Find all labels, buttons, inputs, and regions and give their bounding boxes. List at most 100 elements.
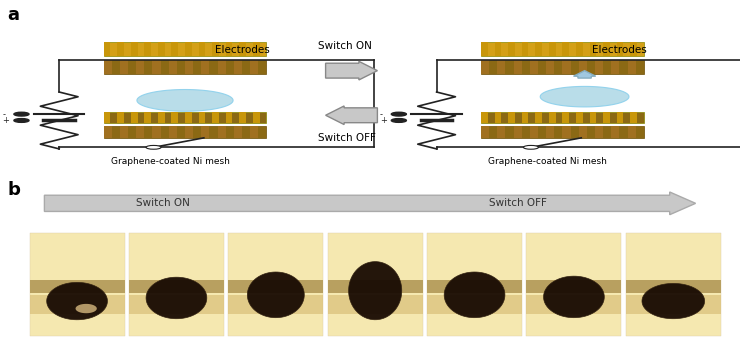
FancyBboxPatch shape — [158, 112, 165, 123]
FancyBboxPatch shape — [120, 126, 128, 138]
FancyBboxPatch shape — [229, 233, 323, 336]
Circle shape — [14, 112, 29, 116]
FancyBboxPatch shape — [562, 112, 569, 123]
FancyBboxPatch shape — [229, 280, 323, 293]
FancyBboxPatch shape — [104, 42, 266, 56]
FancyBboxPatch shape — [131, 112, 138, 123]
FancyBboxPatch shape — [630, 112, 637, 123]
FancyArrow shape — [44, 192, 696, 215]
Polygon shape — [247, 272, 304, 318]
FancyBboxPatch shape — [535, 42, 542, 56]
FancyBboxPatch shape — [185, 126, 193, 138]
FancyBboxPatch shape — [234, 60, 242, 74]
FancyBboxPatch shape — [497, 60, 505, 74]
FancyBboxPatch shape — [576, 42, 583, 56]
FancyBboxPatch shape — [546, 126, 554, 138]
FancyBboxPatch shape — [579, 60, 587, 74]
FancyBboxPatch shape — [30, 295, 124, 314]
FancyBboxPatch shape — [30, 280, 124, 293]
FancyBboxPatch shape — [590, 42, 596, 56]
FancyBboxPatch shape — [152, 60, 161, 74]
FancyBboxPatch shape — [120, 60, 128, 74]
Circle shape — [146, 145, 161, 149]
Text: Switch ON: Switch ON — [318, 42, 372, 51]
FancyBboxPatch shape — [158, 42, 165, 56]
FancyBboxPatch shape — [129, 280, 224, 293]
Polygon shape — [444, 272, 505, 318]
FancyBboxPatch shape — [530, 126, 538, 138]
FancyBboxPatch shape — [328, 295, 423, 314]
FancyBboxPatch shape — [526, 280, 622, 293]
FancyBboxPatch shape — [427, 233, 522, 336]
FancyBboxPatch shape — [530, 60, 538, 74]
FancyBboxPatch shape — [508, 112, 515, 123]
FancyBboxPatch shape — [226, 112, 232, 123]
FancyBboxPatch shape — [129, 233, 224, 336]
Text: +: + — [3, 116, 10, 125]
FancyBboxPatch shape — [212, 112, 219, 123]
FancyBboxPatch shape — [497, 126, 505, 138]
FancyBboxPatch shape — [104, 112, 110, 123]
FancyBboxPatch shape — [104, 126, 266, 138]
Polygon shape — [544, 276, 605, 318]
FancyBboxPatch shape — [626, 295, 721, 314]
FancyBboxPatch shape — [131, 42, 138, 56]
FancyBboxPatch shape — [628, 126, 636, 138]
FancyBboxPatch shape — [603, 112, 610, 123]
FancyBboxPatch shape — [549, 112, 556, 123]
FancyBboxPatch shape — [250, 126, 258, 138]
FancyBboxPatch shape — [30, 233, 124, 336]
FancyBboxPatch shape — [328, 233, 423, 336]
Polygon shape — [47, 282, 107, 320]
FancyBboxPatch shape — [616, 42, 624, 56]
FancyBboxPatch shape — [229, 295, 323, 314]
FancyBboxPatch shape — [626, 233, 721, 336]
FancyBboxPatch shape — [212, 42, 219, 56]
FancyBboxPatch shape — [185, 42, 192, 56]
FancyBboxPatch shape — [328, 280, 423, 293]
Text: Switch OFF: Switch OFF — [489, 198, 547, 208]
FancyBboxPatch shape — [117, 42, 124, 56]
FancyBboxPatch shape — [201, 126, 209, 138]
FancyBboxPatch shape — [104, 126, 112, 138]
FancyBboxPatch shape — [481, 112, 488, 123]
FancyBboxPatch shape — [239, 112, 246, 123]
FancyBboxPatch shape — [481, 42, 644, 56]
FancyBboxPatch shape — [481, 60, 644, 74]
FancyBboxPatch shape — [549, 42, 556, 56]
Circle shape — [391, 112, 406, 116]
FancyBboxPatch shape — [218, 126, 226, 138]
FancyBboxPatch shape — [136, 60, 144, 74]
FancyBboxPatch shape — [253, 112, 260, 123]
FancyBboxPatch shape — [630, 42, 637, 56]
Polygon shape — [137, 90, 233, 111]
Text: Graphene-coated Ni mesh: Graphene-coated Ni mesh — [111, 157, 230, 166]
FancyBboxPatch shape — [250, 60, 258, 74]
Polygon shape — [146, 277, 206, 319]
FancyArrow shape — [326, 62, 377, 80]
Text: Switch ON: Switch ON — [136, 198, 189, 208]
FancyBboxPatch shape — [185, 60, 193, 74]
Text: b: b — [7, 180, 20, 199]
FancyBboxPatch shape — [522, 112, 528, 123]
FancyBboxPatch shape — [481, 112, 644, 123]
Circle shape — [523, 145, 539, 149]
Text: a: a — [7, 6, 19, 24]
FancyBboxPatch shape — [616, 112, 624, 123]
FancyBboxPatch shape — [522, 42, 528, 56]
FancyBboxPatch shape — [611, 60, 619, 74]
FancyBboxPatch shape — [481, 126, 644, 138]
FancyBboxPatch shape — [535, 112, 542, 123]
FancyBboxPatch shape — [201, 60, 209, 74]
FancyBboxPatch shape — [104, 42, 110, 56]
Polygon shape — [642, 284, 704, 319]
FancyBboxPatch shape — [595, 126, 603, 138]
FancyBboxPatch shape — [172, 112, 178, 123]
FancyBboxPatch shape — [494, 42, 502, 56]
Circle shape — [14, 119, 29, 122]
Text: Electrodes: Electrodes — [215, 45, 269, 55]
FancyBboxPatch shape — [104, 112, 266, 123]
FancyBboxPatch shape — [628, 60, 636, 74]
FancyBboxPatch shape — [562, 42, 569, 56]
FancyBboxPatch shape — [172, 42, 178, 56]
